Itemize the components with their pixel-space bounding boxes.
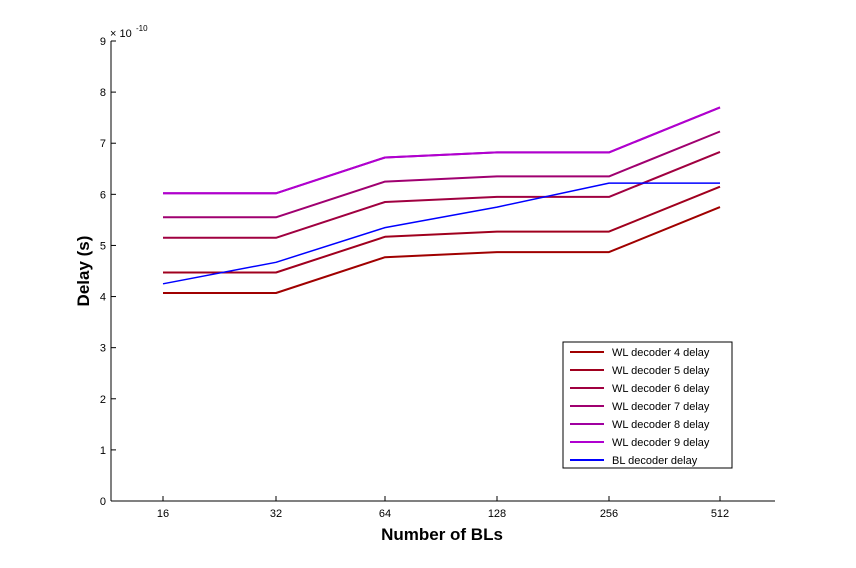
series-line (162, 182, 720, 285)
y-tick-label: 5 (100, 240, 106, 252)
y-tick-label: 2 (100, 394, 106, 406)
x-ticks: 16 32 64 128 256 512 (157, 496, 729, 520)
y-tick-label: 7 (100, 138, 106, 150)
x-tick-label: 64 (379, 508, 391, 520)
y-tick-label: 0 (100, 496, 106, 508)
y-tick-label: 9 (100, 36, 106, 48)
legend-label: WL decoder 6 delay (612, 383, 710, 395)
legend-label: WL decoder 5 delay (612, 365, 710, 377)
series-layer (162, 106, 721, 294)
y-tick-label: 1 (100, 445, 106, 457)
series-line (163, 150, 721, 239)
series-line (163, 106, 721, 195)
legend-label: WL decoder 8 delay (612, 419, 710, 431)
y-multiplier-exponent: -10 (136, 24, 148, 33)
x-tick-label: 512 (711, 508, 729, 520)
x-tick-label: 32 (270, 508, 282, 520)
y-ticks: 0 1 2 3 4 5 6 7 8 9 (100, 36, 116, 508)
legend: WL decoder 4 delay WL decoder 5 delay WL d… (562, 341, 733, 469)
x-axis-label: Number of BLs (381, 525, 503, 544)
legend-items: WL decoder 4 delay WL decoder 5 delay WL d… (570, 347, 710, 467)
series-line (163, 206, 721, 294)
legend-label: WL decoder 4 delay (612, 347, 710, 359)
y-tick-label: 4 (100, 292, 106, 304)
x-tick-label: 16 (157, 508, 169, 520)
legend-label: WL decoder 7 delay (612, 401, 710, 413)
legend-label: WL decoder 9 delay (612, 437, 710, 449)
x-tick-label: 128 (488, 508, 506, 520)
x-tick-label: 256 (600, 508, 618, 520)
y-tick-label: 3 (100, 343, 106, 355)
legend-label: BL decoder delay (612, 455, 698, 467)
y-tick-label: 6 (100, 189, 106, 201)
series-line (163, 130, 721, 219)
y-axis-label: Delay (s) (74, 236, 93, 307)
series-line (163, 185, 721, 274)
y-multiplier-label: × 10 (110, 28, 132, 40)
y-tick-label: 8 (100, 87, 106, 99)
